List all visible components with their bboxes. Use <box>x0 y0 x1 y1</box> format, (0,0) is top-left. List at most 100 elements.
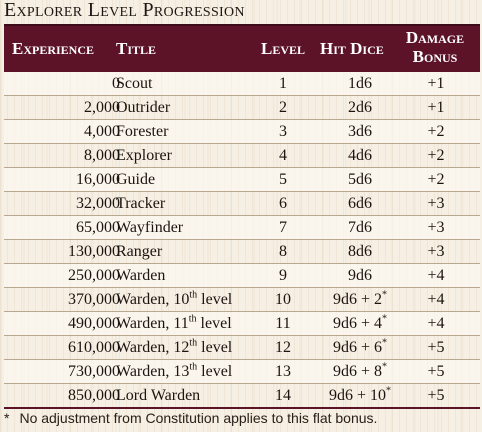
cell-title: Warden, 10th level <box>116 288 232 311</box>
cell-hit-dice-text: 3d6 <box>348 123 372 140</box>
cell-hit-dice: 9d6 + 4* <box>304 312 416 335</box>
cell-title-tail: level <box>197 363 233 380</box>
cell-damage-bonus: +5 <box>427 387 445 404</box>
cell-damage-bonus: +4 <box>427 267 445 284</box>
cell-title-text: Forester <box>116 123 169 140</box>
cell-hit-dice-text: 9d6 + 2 <box>332 291 383 308</box>
cell-damage-bonus: +4 <box>427 291 445 308</box>
cell-damage-bonus: +1 <box>427 75 445 92</box>
table-row: 250,000 Warden 9 9d6 +4 <box>4 263 480 287</box>
cell-hit-dice-text: 7d6 <box>348 219 372 236</box>
cell-level: 14 <box>275 387 291 404</box>
cell-title-text: Warden, 12 <box>116 339 190 356</box>
cell-experience: 370,000 <box>68 291 120 308</box>
cell-hit-dice-text: 9d6 + 4 <box>332 315 383 332</box>
cell-title-text: Warden, 11 <box>116 315 189 332</box>
cell-title: Warden, 12th level <box>116 336 232 359</box>
cell-experience: 730,000 <box>68 363 120 380</box>
cell-hit-dice-sup: * <box>382 361 388 373</box>
header-damage-line: Damage <box>405 28 465 47</box>
cell-hit-dice-sup: * <box>382 337 388 349</box>
cell-title-text: Explorer <box>116 147 172 164</box>
cell-level: 4 <box>279 147 287 164</box>
cell-hit-dice-text: 1d6 <box>348 75 372 92</box>
cell-title-text: Outrider <box>116 99 171 116</box>
cell-experience: 4,000 <box>84 123 120 140</box>
cell-title-text: Warden, 13 <box>116 363 190 380</box>
cell-hit-dice-text: 9d6 + 10 <box>328 387 387 404</box>
cell-hit-dice: 2d6 <box>304 96 416 119</box>
header-hit-dice: Hit Dice <box>320 39 384 58</box>
table-row: 16,000 Guide 5 5d6 +2 <box>4 167 480 191</box>
table-body: 0 Scout 1 1d6 +1 2,000 Outrider 2 2d6 +1 4,000 Fore… <box>4 72 480 409</box>
cell-title-text: Warden <box>116 267 166 284</box>
cell-hit-dice: 9d6 + 10* <box>304 384 416 407</box>
cell-hit-dice: 1d6 <box>304 72 416 95</box>
cell-title-text: Guide <box>116 171 156 188</box>
cell-hit-dice-sup: * <box>382 313 388 325</box>
cell-title: Warden <box>116 264 165 287</box>
cell-hit-dice-text: 9d6 <box>348 267 372 284</box>
table-row: 850,000 Lord Warden 14 9d6 + 10* +5 <box>4 383 480 407</box>
table-row: 130,000 Ranger 8 8d6 +3 <box>4 239 480 263</box>
table-row: 65,000 Wayfinder 7 7d6 +3 <box>4 215 480 239</box>
cell-title: Wayfinder <box>116 216 183 239</box>
cell-hit-dice: 3d6 <box>304 120 416 143</box>
cell-experience: 130,000 <box>68 243 120 260</box>
cell-title: Warden, 13th level <box>116 360 232 383</box>
cell-damage-bonus: +3 <box>427 195 445 212</box>
table-row: 4,000 Forester 3 3d6 +2 <box>4 119 480 143</box>
footnote-text: No adjustment from Constitution applies … <box>19 410 378 426</box>
cell-hit-dice: 9d6 + 6* <box>304 336 416 359</box>
cell-title: Outrider <box>116 96 170 119</box>
cell-title-tail: level <box>197 339 233 356</box>
cell-experience: 850,000 <box>68 387 120 404</box>
cell-title-sup: th <box>188 313 197 325</box>
cell-damage-bonus: +2 <box>427 147 445 164</box>
cell-title: Tracker <box>116 192 165 215</box>
cell-level: 3 <box>279 123 287 140</box>
table-row: 370,000 Warden, 10th level 10 9d6 + 2* +4 <box>4 287 480 311</box>
header-bonus-line: Bonus <box>412 47 458 66</box>
cell-title: Guide <box>116 168 155 191</box>
cell-title-text: Warden, 10 <box>116 291 190 308</box>
cell-experience: 490,000 <box>68 315 120 332</box>
cell-title-text: Lord Warden <box>116 387 201 404</box>
header-experience: Experience <box>12 39 95 58</box>
cell-title: Warden, 11th level <box>116 312 232 335</box>
cell-hit-dice-sup: * <box>386 385 392 397</box>
cell-damage-bonus: +2 <box>427 123 445 140</box>
progression-table: Experience Title Level Hit Dice Damage B… <box>4 24 480 409</box>
cell-level: 11 <box>275 315 291 332</box>
cell-hit-dice: 4d6 <box>304 144 416 167</box>
cell-hit-dice-text: 9d6 + 6 <box>332 339 383 356</box>
cell-experience: 16,000 <box>76 171 120 188</box>
cell-damage-bonus: +5 <box>427 363 445 380</box>
cell-title-sup: th <box>189 361 198 373</box>
cell-title-sup: th <box>189 337 198 349</box>
cell-damage-bonus: +2 <box>427 171 445 188</box>
cell-hit-dice-sup: * <box>382 289 388 301</box>
cell-level: 7 <box>279 219 287 236</box>
cell-experience: 250,000 <box>68 267 120 284</box>
table-row: 610,000 Warden, 12th level 12 9d6 + 6* +5 <box>4 335 480 359</box>
cell-damage-bonus: +3 <box>427 243 445 260</box>
table-row: 32,000 Tracker 6 6d6 +3 <box>4 191 480 215</box>
table-row: 0 Scout 1 1d6 +1 <box>4 72 480 95</box>
cell-level: 1 <box>279 75 287 92</box>
header-damage-bonus: Damage Bonus <box>396 28 474 66</box>
footnote: * No adjustment from Constitution applies… <box>4 410 377 426</box>
cell-title-text: Tracker <box>116 195 166 212</box>
cell-hit-dice-text: 4d6 <box>348 147 372 164</box>
table-row: 8,000 Explorer 4 4d6 +2 <box>4 143 480 167</box>
cell-hit-dice: 8d6 <box>304 240 416 263</box>
cell-title: Forester <box>116 120 168 143</box>
cell-damage-bonus: +1 <box>427 99 445 116</box>
cell-experience: 32,000 <box>76 195 120 212</box>
cell-level: 6 <box>279 195 287 212</box>
cell-title-tail: level <box>197 291 233 308</box>
cell-hit-dice: 7d6 <box>304 216 416 239</box>
cell-experience: 0 <box>112 75 120 92</box>
cell-hit-dice: 9d6 + 2* <box>304 288 416 311</box>
cell-hit-dice-text: 9d6 + 8 <box>332 363 383 380</box>
